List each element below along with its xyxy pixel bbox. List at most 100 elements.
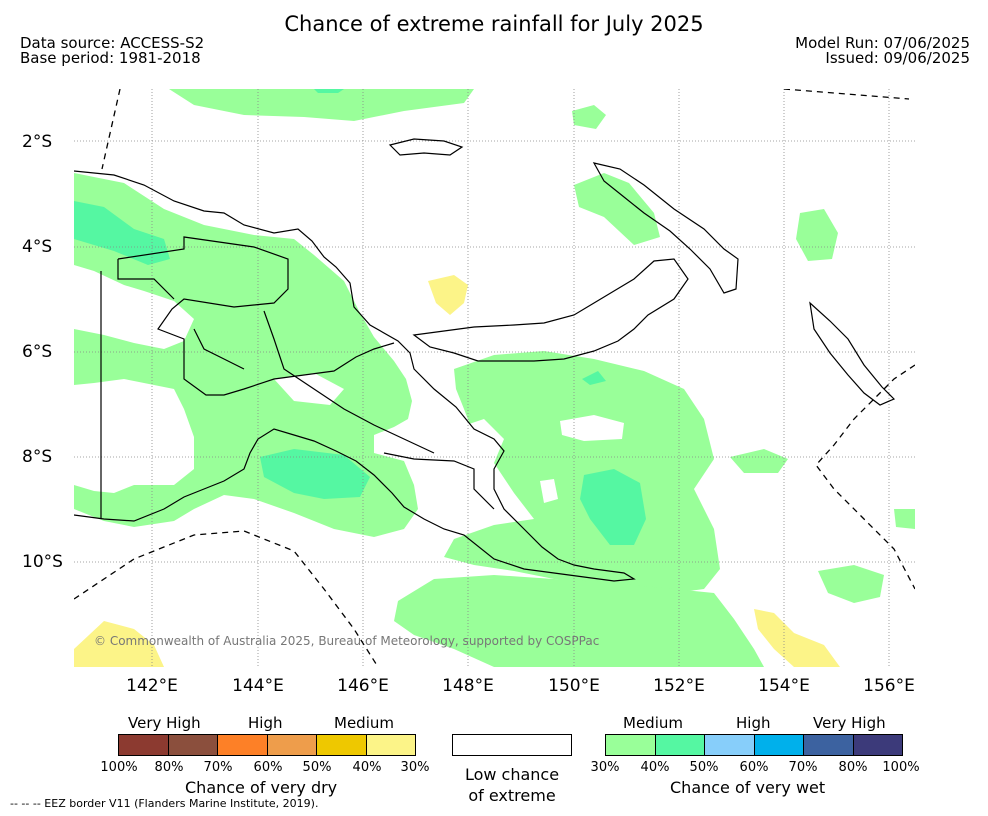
lon-label-154e: 154°E — [758, 676, 810, 696]
neutral-legend-box — [452, 734, 572, 756]
lat-label-4s: 4°S — [22, 237, 53, 257]
lon-label-150e: 150°E — [548, 676, 600, 696]
wet-area-east-patch — [730, 449, 788, 473]
wet-area-far-east — [818, 565, 884, 603]
province-border-1 — [117, 236, 395, 396]
dry-legend-header-high: High — [248, 714, 283, 732]
new-britain-coast — [412, 258, 689, 362]
dry-swatch-80-70 — [168, 735, 218, 755]
province-border-5 — [193, 328, 245, 370]
wet-swatch-60-70 — [754, 735, 804, 755]
wet-area-bougainville — [796, 209, 838, 261]
wet-high-area-gulf — [260, 449, 370, 499]
neutral-caption-line2: of extreme — [468, 786, 556, 805]
dry-tick-30: 30% — [400, 760, 430, 775]
wet-swatch-30-40 — [606, 735, 656, 755]
wet-tick-50: 50% — [689, 760, 719, 775]
eez-border-southwest — [74, 530, 379, 667]
wet-high-area-east — [580, 469, 646, 545]
dry-swatch-100-80 — [119, 735, 169, 755]
wet-tick-60: 60% — [739, 760, 769, 775]
wet-medium-areas — [74, 89, 915, 667]
dry-swatch-40-30 — [366, 735, 415, 755]
province-border-4 — [383, 452, 495, 510]
wet-tick-80: 80% — [838, 760, 868, 775]
province-border-3 — [263, 310, 435, 454]
dry-area-new-britain — [428, 275, 468, 315]
wet-area-north-band — [169, 89, 474, 121]
manus-coast — [388, 138, 464, 156]
graticule — [74, 89, 915, 667]
wet-legend-header-high: High — [736, 714, 771, 732]
wet-high-area-north-sliver — [314, 89, 344, 93]
map-canvas: © Commonwealth of Australia 2025, Bureau… — [74, 89, 915, 667]
dry-legend-header-medium: Medium — [334, 714, 394, 732]
wet-area-east-edge — [894, 509, 915, 529]
wet-legend-colorbar — [605, 734, 903, 756]
dry-swatch-50-40 — [317, 735, 367, 755]
wet-area-south-band — [394, 575, 764, 667]
dry-swatch-70-60 — [218, 735, 268, 755]
dry-medium-areas — [74, 275, 840, 667]
wet-area-new-ireland — [574, 173, 660, 245]
wet-swatch-70-80 — [804, 735, 854, 755]
map-title: Chance of extreme rainfall for July 2025 — [284, 12, 704, 36]
wet-swatch-40-50 — [655, 735, 705, 755]
dry-area-southeast — [754, 609, 840, 667]
lon-label-144e: 144°E — [232, 676, 284, 696]
wet-tick-40: 40% — [640, 760, 670, 775]
neutral-legend-caption: Low chance of extreme — [452, 764, 572, 806]
eez-border-northeast — [783, 89, 910, 100]
wet-legend-header-very-high: Very High — [813, 714, 886, 732]
bougainville-coast — [809, 301, 896, 406]
dry-legend-caption: Chance of very dry — [185, 778, 338, 797]
dry-tick-100: 100% — [100, 760, 138, 775]
wet-tick-100: 100% — [882, 760, 920, 775]
eez-footnote: -- -- -- EEZ border V11 (Flanders Marine… — [10, 797, 319, 810]
wet-tick-70: 70% — [788, 760, 818, 775]
wet-area-manus — [572, 105, 606, 129]
lon-label-142e: 142°E — [126, 676, 178, 696]
run-info: Model Run: 07/06/2025 Issued: 09/06/2025 — [795, 36, 970, 66]
base-period-text: Base period: 1981-2018 — [20, 49, 201, 67]
neutral-caption-line1: Low chance — [464, 765, 560, 784]
model-run-text: Model Run: 07/06/2025 — [795, 34, 970, 52]
wet-high-areas — [74, 89, 646, 545]
lon-label-152e: 152°E — [653, 676, 705, 696]
dry-area-southwest — [74, 621, 164, 667]
wet-swatch-80-100 — [853, 735, 902, 755]
wet-high-area-small — [582, 371, 606, 385]
wet-legend-caption: Chance of very wet — [670, 778, 826, 797]
lat-label-6s: 6°S — [22, 342, 53, 362]
wet-swatch-50-60 — [705, 735, 755, 755]
province-border-2 — [117, 259, 175, 300]
data-source-text: Data source: ACCESS-S2 — [20, 34, 205, 52]
dry-tick-80: 80% — [154, 760, 184, 775]
lat-label-8s: 8°S — [22, 447, 53, 467]
lat-label-10s: 10°S — [22, 552, 63, 572]
dry-tick-40: 40% — [352, 760, 382, 775]
new-guinea-north-coast — [74, 170, 636, 582]
rainfall-map: © Commonwealth of Australia 2025, Bureau… — [74, 89, 915, 667]
wet-area-west-highlands — [74, 173, 418, 537]
lon-label-156e: 156°E — [863, 676, 915, 696]
low-chance-hole-4 — [540, 479, 558, 503]
eez-border-east — [815, 364, 915, 590]
low-chance-hole-2 — [560, 415, 624, 441]
low-chance-hole-1 — [454, 419, 504, 469]
source-info: Data source: ACCESS-S2 Base period: 1981… — [20, 36, 204, 66]
lon-label-148e: 148°E — [442, 676, 494, 696]
wet-high-area-northwest — [74, 201, 170, 265]
dry-swatch-60-50 — [267, 735, 317, 755]
new-ireland-coast — [592, 162, 739, 294]
lat-label-2s: 2°S — [22, 132, 53, 152]
wet-area-central-east — [444, 351, 720, 593]
lon-label-146e: 146°E — [337, 676, 389, 696]
dry-legend-header-very-high: Very High — [128, 714, 201, 732]
dry-tick-60: 60% — [253, 760, 283, 775]
issued-text: Issued: 09/06/2025 — [825, 49, 970, 67]
wet-tick-30: 30% — [590, 760, 620, 775]
coastlines — [74, 138, 896, 582]
dry-legend-colorbar — [118, 734, 416, 756]
dry-tick-70: 70% — [203, 760, 233, 775]
